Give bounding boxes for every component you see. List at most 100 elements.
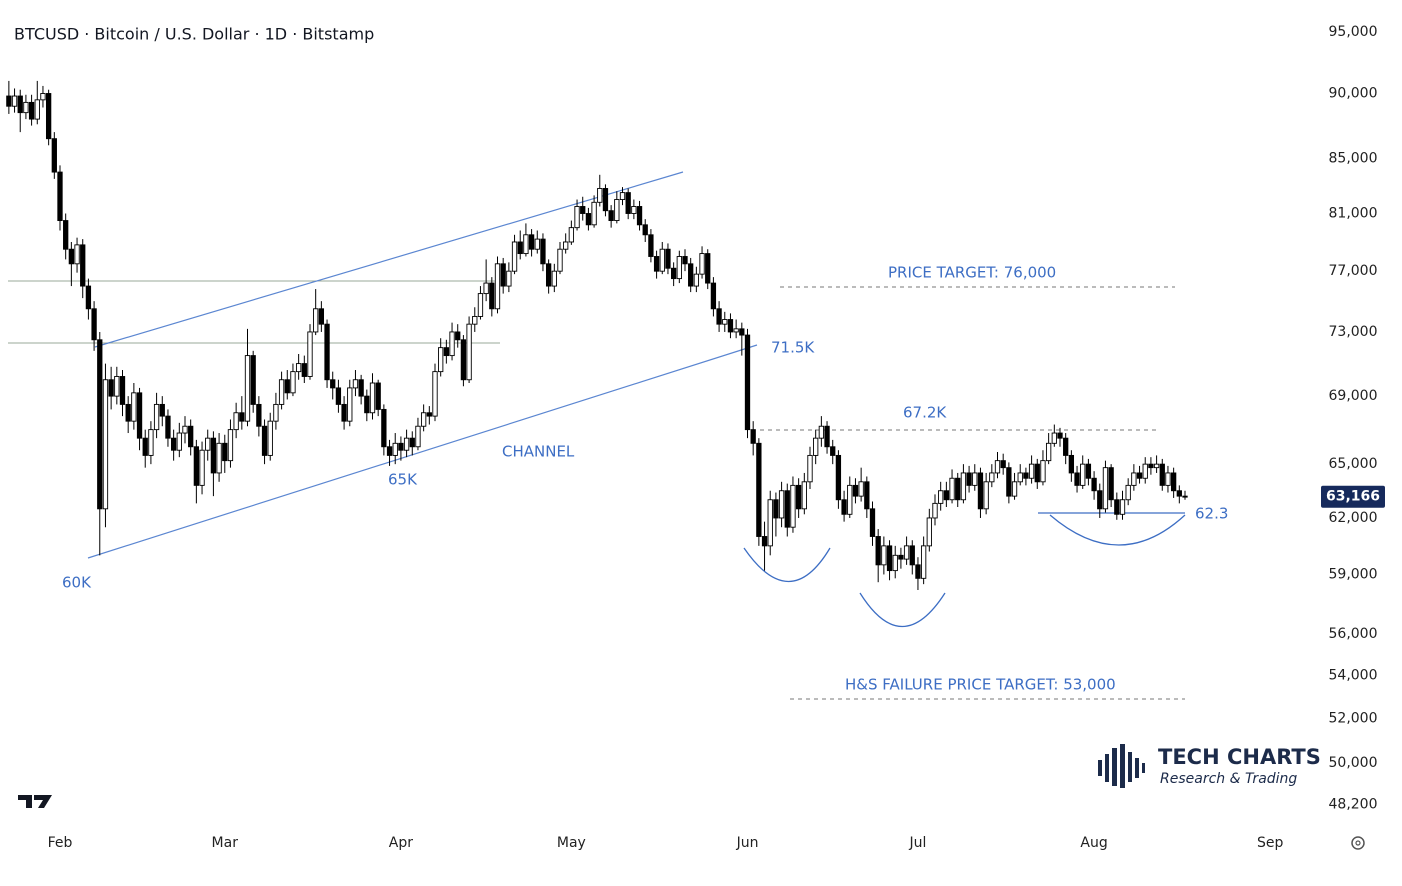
candle-body — [1102, 467, 1109, 510]
candle-body — [307, 331, 313, 377]
candle-body — [1159, 463, 1165, 486]
candle-body — [864, 481, 870, 510]
candle-body — [182, 425, 188, 434]
candle-body — [102, 379, 109, 510]
candle-body — [875, 536, 881, 566]
candle-body — [847, 484, 853, 515]
candle-body — [989, 472, 995, 483]
candle-body — [511, 241, 518, 272]
candle-body — [506, 270, 512, 287]
candle-body — [188, 425, 194, 448]
candle-body — [409, 437, 415, 448]
candle-body — [830, 446, 836, 456]
candle-body — [614, 199, 620, 222]
candle-body — [131, 392, 137, 422]
candle-body — [170, 437, 177, 451]
candle-body — [261, 425, 268, 456]
candle-body — [1034, 463, 1040, 483]
candle-body — [17, 95, 23, 114]
candle-body — [653, 256, 660, 272]
x-tick-label: Sep — [1257, 835, 1284, 851]
candle-body — [1074, 472, 1080, 486]
candle-body — [835, 454, 842, 501]
candle-body — [665, 248, 671, 269]
candle-body — [233, 412, 239, 431]
candle-body — [119, 376, 126, 405]
candle-body — [795, 484, 802, 510]
candle-body — [330, 379, 336, 389]
candle-body — [1040, 460, 1046, 483]
candle-body — [1000, 460, 1006, 469]
settings-icon-center — [1355, 840, 1361, 846]
candle-body — [949, 477, 955, 501]
y-tick-label: 85,000 — [1329, 151, 1378, 167]
candle-body — [426, 412, 432, 417]
candle-body — [540, 238, 546, 265]
candle-body — [608, 210, 614, 222]
candle-body — [210, 437, 217, 474]
y-tick-label: 95,000 — [1329, 24, 1378, 40]
candle-body — [659, 248, 665, 272]
y-tick-label: 65,000 — [1329, 456, 1378, 472]
candle-body — [676, 256, 682, 280]
candle-body — [1136, 472, 1143, 479]
candle-body — [483, 282, 489, 295]
annotation: 67.2K — [903, 404, 947, 422]
candle-body — [631, 206, 637, 214]
candle-body — [778, 490, 785, 519]
settings-icon[interactable] — [1351, 836, 1365, 850]
candle-body — [597, 188, 603, 203]
candle-body — [557, 248, 563, 272]
candle-body — [500, 263, 506, 287]
candle-body — [841, 499, 847, 515]
candle-body — [301, 363, 307, 377]
candle-body — [347, 387, 353, 422]
candle-body — [534, 238, 540, 250]
candle-body — [443, 347, 450, 357]
candle-body — [722, 319, 728, 325]
candle-body — [364, 395, 370, 414]
candle-body — [551, 270, 557, 287]
candle-body — [386, 446, 393, 456]
annotation: 65K — [388, 471, 418, 489]
candle-body — [11, 95, 18, 107]
candle-body — [574, 206, 580, 229]
y-tick-label: 59,000 — [1329, 566, 1378, 582]
candle-body — [74, 244, 80, 265]
candle-body — [1045, 442, 1052, 462]
candle-body — [983, 481, 989, 510]
x-tick-label: Jul — [909, 835, 927, 851]
candle-body — [1057, 432, 1063, 439]
tv-logo — [18, 795, 52, 808]
candle-body — [909, 545, 915, 566]
candle-body — [284, 379, 290, 394]
annotation: 71.5K — [771, 339, 815, 357]
candle-body — [938, 490, 944, 504]
candle-body — [1165, 472, 1171, 486]
head-arc — [859, 592, 946, 628]
candle-body — [580, 206, 586, 214]
x-tick-label: Jun — [736, 835, 759, 851]
candle-body — [1108, 467, 1114, 501]
candle-body — [455, 331, 461, 341]
candle-body — [528, 234, 535, 250]
candle-body — [642, 224, 648, 236]
candle-body — [23, 101, 29, 114]
candle-body — [222, 442, 228, 462]
candle-body — [369, 382, 376, 414]
candle-body — [892, 554, 898, 572]
candle-body — [256, 403, 262, 427]
candle-body — [341, 403, 347, 422]
y-tick-label: 77,000 — [1329, 263, 1378, 279]
candle-body — [324, 323, 330, 381]
candle-body — [784, 490, 790, 528]
candle-body — [801, 481, 807, 510]
candle-body — [205, 437, 211, 451]
candle-body — [756, 442, 762, 537]
candle-body — [670, 267, 677, 280]
candle-body — [68, 248, 75, 265]
candle-body — [1017, 472, 1023, 483]
candle-body — [1063, 437, 1069, 456]
candle-body — [239, 412, 245, 422]
candle-body — [1006, 467, 1012, 497]
